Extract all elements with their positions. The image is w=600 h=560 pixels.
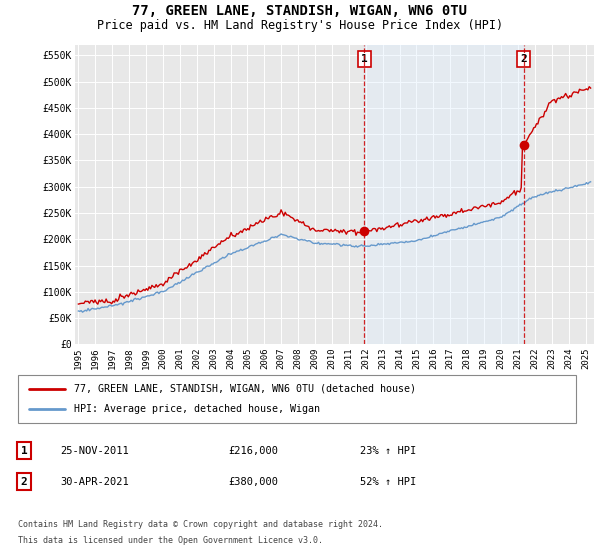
- Text: 1: 1: [361, 54, 368, 64]
- Text: 25-NOV-2011: 25-NOV-2011: [60, 446, 129, 456]
- Text: Contains HM Land Registry data © Crown copyright and database right 2024.: Contains HM Land Registry data © Crown c…: [18, 520, 383, 529]
- Text: 30-APR-2021: 30-APR-2021: [60, 477, 129, 487]
- Bar: [364, 45, 524, 344]
- Text: 1: 1: [20, 446, 28, 456]
- Text: 23% ↑ HPI: 23% ↑ HPI: [360, 446, 416, 456]
- Text: 77, GREEN LANE, STANDISH, WIGAN, WN6 0TU (detached house): 77, GREEN LANE, STANDISH, WIGAN, WN6 0TU…: [74, 384, 416, 394]
- Text: 2: 2: [20, 477, 28, 487]
- Text: 77, GREEN LANE, STANDISH, WIGAN, WN6 0TU: 77, GREEN LANE, STANDISH, WIGAN, WN6 0TU: [133, 4, 467, 18]
- Text: HPI: Average price, detached house, Wigan: HPI: Average price, detached house, Wiga…: [74, 404, 320, 414]
- Text: Price paid vs. HM Land Registry's House Price Index (HPI): Price paid vs. HM Land Registry's House …: [97, 19, 503, 32]
- Text: 52% ↑ HPI: 52% ↑ HPI: [360, 477, 416, 487]
- Text: 2: 2: [520, 54, 527, 64]
- Text: £380,000: £380,000: [228, 477, 278, 487]
- Text: £216,000: £216,000: [228, 446, 278, 456]
- Text: This data is licensed under the Open Government Licence v3.0.: This data is licensed under the Open Gov…: [18, 536, 323, 545]
